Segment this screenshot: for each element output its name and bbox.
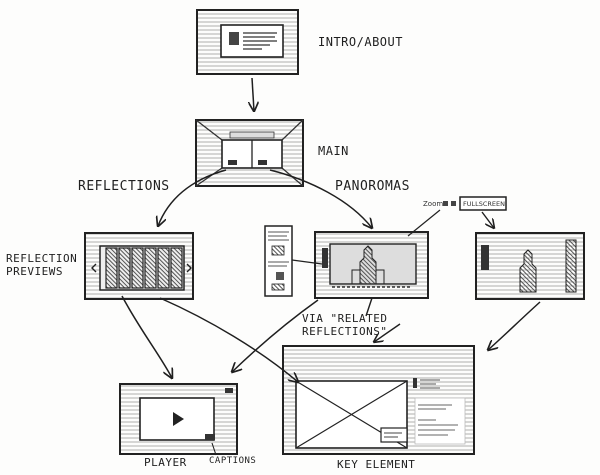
via-related-label-line2: REFLECTIONS" [302,325,387,338]
player-label: PLAYER [144,456,187,469]
play-icon [173,412,184,426]
panorama-screen [314,231,429,299]
panorama-side-panel [264,225,293,297]
key-element-screen [282,345,475,455]
arrow-previews-to-key-element [159,297,298,382]
arrow-via [374,323,401,342]
connector-via [365,297,373,317]
captions-label: CAPTIONS [209,456,256,466]
fullscreen-panorama-screen [475,232,585,300]
connector-captions [211,442,217,456]
arrow-main-to-reflections [158,169,227,226]
arrow-intro-to-main [252,77,254,111]
intro-about-label: INTRO/ABOUT [318,35,403,49]
main-label: MAIN [318,144,349,158]
arrow-fullscreen [481,211,494,228]
panoramas-branch-label: PANOROMAS [335,179,410,194]
connector-side-panel [291,259,323,265]
arrow-panorama-to-player [232,299,319,372]
key-element-label: KEY ELEMENT [337,458,415,471]
main-screen [195,119,304,187]
reflection-previews-label-line1: REFLECTION [6,252,77,265]
zoom-label: Zoom [423,200,443,208]
reflection-previews-screen [84,232,194,300]
fullscreen-button-label: FULLSCREEN [463,200,505,208]
arrow-previews-to-player [121,295,172,378]
reflection-previews-label-line2: PREVIEWS [6,265,63,278]
via-related-label-line1: VIA "RELATED [302,312,387,325]
arrow-main-to-panoramas [269,169,372,228]
arrow-fullscreen-to-key-element [488,301,541,350]
player-screen [119,383,238,455]
reflections-branch-label: REFLECTIONS [78,179,170,194]
intro-screen [196,9,299,75]
zoom-controls: Zoom FULLSCREEN [423,196,507,211]
connector-zoom [407,209,441,237]
